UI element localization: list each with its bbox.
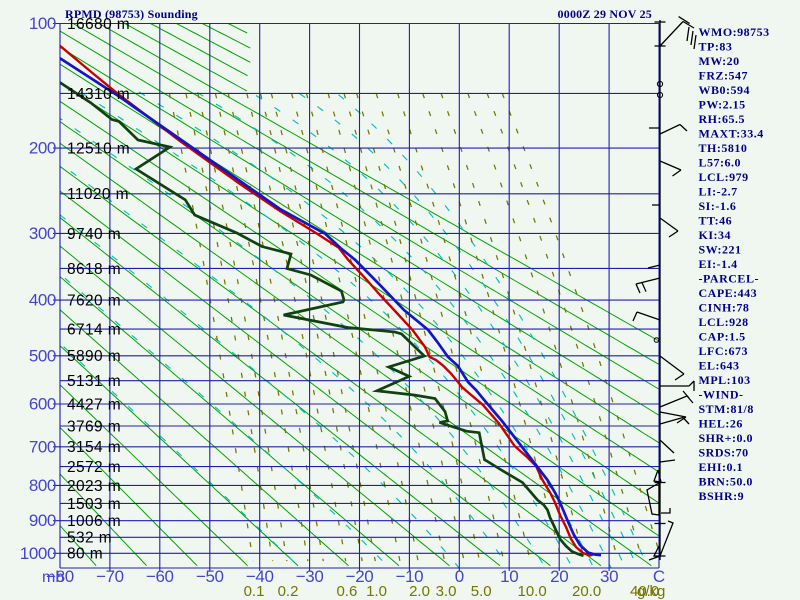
svg-text:16680 m: 16680 m	[67, 16, 130, 33]
svg-text:300: 300	[29, 224, 56, 243]
svg-text:−30: −30	[296, 567, 324, 586]
svg-text:7620 m: 7620 m	[67, 293, 121, 310]
svg-text:5131 m: 5131 m	[67, 373, 121, 390]
svg-text:WB0:594: WB0:594	[699, 83, 751, 97]
svg-text:CAPE:443: CAPE:443	[699, 286, 758, 300]
svg-text:0.6: 0.6	[336, 583, 357, 600]
svg-text:400: 400	[29, 291, 56, 310]
svg-text:TP:83: TP:83	[699, 40, 733, 54]
svg-text:5890 m: 5890 m	[67, 348, 121, 365]
svg-text:KI:34: KI:34	[699, 228, 732, 242]
svg-text:20: 20	[550, 567, 568, 586]
svg-text:4427 m: 4427 m	[67, 396, 121, 413]
svg-text:532 m: 532 m	[67, 530, 112, 547]
svg-text:−80: −80	[46, 567, 74, 586]
svg-text:3.0: 3.0	[436, 583, 457, 600]
svg-text:0.1: 0.1	[244, 583, 265, 600]
svg-text:LCL:979: LCL:979	[699, 170, 749, 184]
svg-text:−10: −10	[396, 567, 424, 586]
svg-text:SRDS:70: SRDS:70	[699, 446, 749, 460]
svg-text:MPL:103: MPL:103	[699, 373, 751, 387]
svg-text:TH:5810: TH:5810	[699, 141, 748, 155]
svg-text:200: 200	[29, 139, 56, 158]
svg-text:12510 m: 12510 m	[67, 141, 130, 158]
svg-text:5.0: 5.0	[471, 583, 492, 600]
svg-text:−60: −60	[146, 567, 174, 586]
svg-text:HEL:26: HEL:26	[699, 417, 743, 431]
svg-text:mb: mb	[42, 569, 64, 586]
svg-text:2.0: 2.0	[409, 583, 430, 600]
svg-text:CINH:78: CINH:78	[699, 301, 750, 315]
svg-text:BSHR:9: BSHR:9	[699, 489, 745, 503]
svg-text:CAP:1.5: CAP:1.5	[699, 330, 746, 344]
svg-text:10: 10	[500, 567, 518, 586]
svg-text:2023 m: 2023 m	[67, 478, 121, 495]
svg-text:2572 m: 2572 m	[67, 459, 121, 476]
svg-text:0.2: 0.2	[278, 583, 299, 600]
svg-text:10.0: 10.0	[517, 583, 546, 600]
svg-text:STM:81/8: STM:81/8	[699, 402, 754, 416]
svg-text:500: 500	[29, 346, 56, 365]
svg-text:EHI:0.1: EHI:0.1	[699, 460, 744, 474]
svg-text:−20: −20	[346, 567, 374, 586]
svg-text:6714 m: 6714 m	[67, 322, 121, 339]
svg-text:SW:221: SW:221	[699, 243, 742, 257]
svg-text:40.0: 40.0	[630, 583, 659, 600]
svg-text:MW:20: MW:20	[699, 54, 740, 68]
svg-text:RPMD (98753) Sounding: RPMD (98753) Sounding	[65, 7, 198, 21]
svg-text:WMO:98753: WMO:98753	[699, 25, 770, 39]
svg-text:1503 m: 1503 m	[67, 496, 121, 513]
svg-text:30: 30	[600, 567, 618, 586]
svg-text:8618 m: 8618 m	[67, 261, 121, 278]
svg-text:g/kg: g/kg	[637, 583, 665, 600]
svg-text:MAXT:33.4: MAXT:33.4	[699, 127, 764, 141]
svg-text:EL:643: EL:643	[699, 359, 740, 373]
svg-text:-PARCEL-: -PARCEL-	[699, 272, 759, 286]
svg-text:FRZ:547: FRZ:547	[699, 69, 749, 83]
svg-text:9740 m: 9740 m	[67, 226, 121, 243]
svg-text:3154 m: 3154 m	[67, 439, 121, 456]
svg-text:RH:65.5: RH:65.5	[699, 112, 746, 126]
svg-text:EI:-1.4: EI:-1.4	[699, 257, 738, 271]
svg-text:3769 m: 3769 m	[67, 418, 121, 435]
svg-text:PW:2.15: PW:2.15	[699, 98, 746, 112]
svg-text:700: 700	[29, 437, 56, 456]
svg-text:C: C	[653, 567, 665, 586]
svg-text:1006 m: 1006 m	[67, 513, 121, 530]
svg-text:−40: −40	[246, 567, 274, 586]
svg-text:−70: −70	[96, 567, 124, 586]
svg-text:BRN:50.0: BRN:50.0	[699, 475, 753, 489]
svg-text:1000: 1000	[20, 544, 56, 563]
svg-text:80 m: 80 m	[67, 546, 103, 563]
svg-text:100: 100	[29, 14, 56, 33]
svg-text:11020 m: 11020 m	[67, 186, 129, 203]
svg-text:L57:6.0: L57:6.0	[699, 156, 742, 170]
svg-text:14310 m: 14310 m	[67, 86, 130, 103]
svg-text:LCL:928: LCL:928	[699, 315, 749, 329]
svg-text:0000Z 29 NOV 25: 0000Z 29 NOV 25	[558, 7, 652, 21]
svg-text:-WIND-: -WIND-	[699, 388, 744, 402]
svg-text:600: 600	[29, 395, 56, 414]
svg-text:1.0: 1.0	[366, 583, 387, 600]
svg-text:0: 0	[455, 567, 464, 586]
svg-text:900: 900	[29, 511, 56, 530]
svg-text:TT:46: TT:46	[699, 214, 733, 228]
svg-text:LFC:673: LFC:673	[699, 344, 749, 358]
svg-text:SI:-1.6: SI:-1.6	[699, 199, 737, 213]
svg-text:LI:-2.7: LI:-2.7	[699, 185, 738, 199]
svg-text:800: 800	[29, 476, 56, 495]
svg-text:20.0: 20.0	[572, 583, 601, 600]
svg-text:SHR+:0.0: SHR+:0.0	[699, 431, 754, 445]
svg-text:−50: −50	[196, 567, 224, 586]
